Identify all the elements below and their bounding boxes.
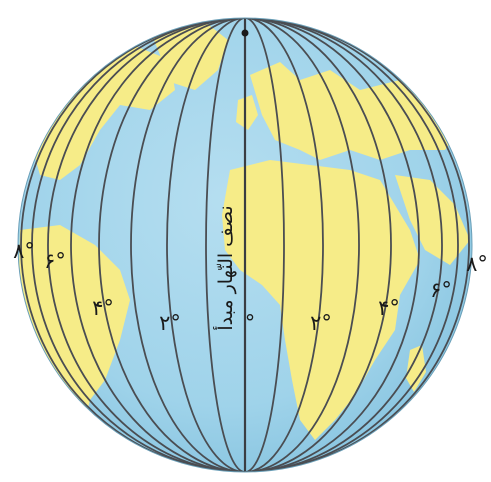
meridian-e70 <box>244 18 459 472</box>
degree-label-e80: ۸° <box>466 252 488 276</box>
degree-label-w80: ۸° <box>13 239 35 263</box>
meridian-w40 <box>98 18 246 472</box>
meridian-w60 <box>47 18 246 472</box>
degree-label-e40: ۴° <box>378 296 400 320</box>
meridian-w50 <box>70 18 246 472</box>
meridian-w30 <box>130 18 246 472</box>
meridian-w70 <box>31 18 246 472</box>
degree-label-w20: ۲° <box>159 311 181 335</box>
british-isles-landmass <box>236 95 258 130</box>
north-pole-point <box>241 29 249 37</box>
meridian-e10 <box>244 18 285 472</box>
meridian-w20 <box>166 18 246 472</box>
meridian-e30 <box>244 18 360 472</box>
meridian-w10 <box>205 18 246 472</box>
meridian-e50 <box>244 18 420 472</box>
meridian-e20 <box>244 18 324 472</box>
degree-label-0: ° <box>245 311 256 335</box>
globe <box>17 17 473 473</box>
prime-meridian-label: نصف النّهار مبدأ <box>213 205 237 330</box>
degree-label-e60: ۶° <box>430 278 452 302</box>
meridian-e80 <box>244 18 470 472</box>
degree-label-w60: ۶° <box>44 249 66 273</box>
degree-label-e20: ۲° <box>310 311 332 335</box>
arabia-landmass <box>395 175 470 265</box>
meridian-w80 <box>20 18 246 472</box>
meridian-e60 <box>244 18 443 472</box>
meridians <box>20 18 470 472</box>
meridian-e40 <box>244 18 392 472</box>
greenland-landmass <box>150 22 228 90</box>
madagascar-landmass <box>406 345 426 392</box>
degree-label-w40: ۴° <box>92 296 114 320</box>
globe-outline <box>17 17 473 473</box>
